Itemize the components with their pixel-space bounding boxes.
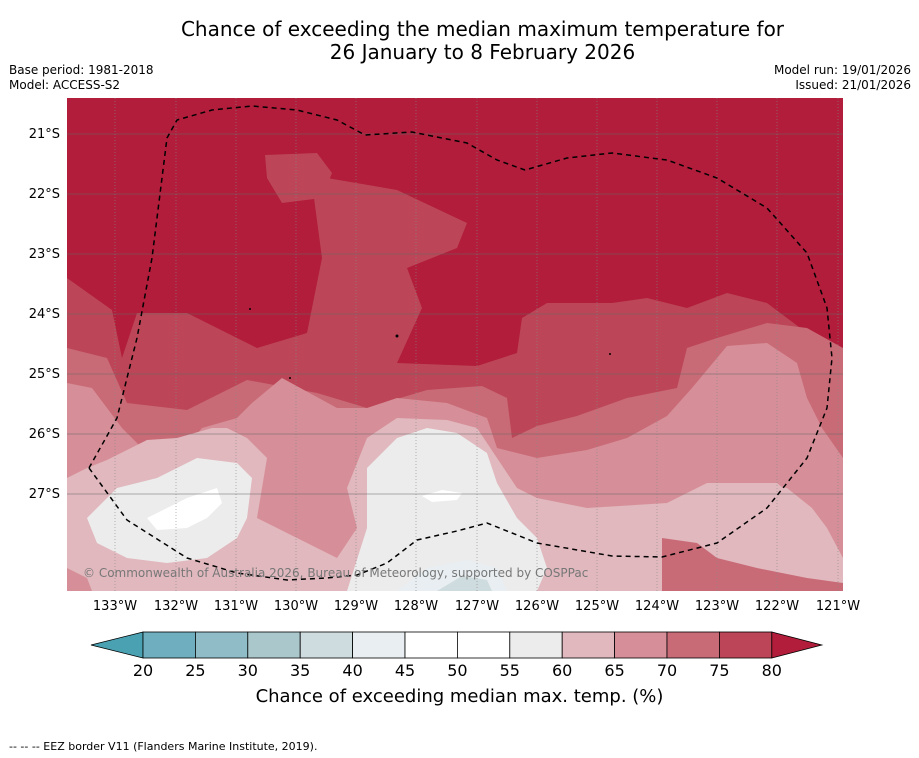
title-line-2: 26 January to 8 February 2026 xyxy=(329,40,636,64)
band-55-60-center xyxy=(347,428,547,591)
colorbar-tick-label: 35 xyxy=(290,661,311,680)
colorbar-segment xyxy=(614,631,668,659)
island-marker xyxy=(289,377,291,379)
colorbar-segment xyxy=(404,631,458,659)
eez-border xyxy=(88,105,833,581)
colorbar-tick-label: 80 xyxy=(761,661,782,680)
lat-label: 24°S xyxy=(28,307,60,322)
colorbar-tick-label: 55 xyxy=(499,661,520,680)
band-60-65-east xyxy=(707,483,822,558)
lon-label: 129°W xyxy=(333,599,379,614)
lon-label: 124°W xyxy=(634,599,680,614)
colorbar-segment xyxy=(352,631,406,659)
lat-label: 26°S xyxy=(28,427,60,442)
colorbar-segment xyxy=(666,631,720,659)
copyright-credit: © Commonwealth of Australia 2026, Bureau… xyxy=(83,566,589,580)
lat-label: 27°S xyxy=(28,487,60,502)
graticule xyxy=(114,98,839,591)
lon-label: 122°W xyxy=(754,599,800,614)
band-40-45 xyxy=(437,576,492,591)
lon-label: 125°W xyxy=(574,599,620,614)
lon-label: 126°W xyxy=(514,599,560,614)
colorbar-tick-label: 40 xyxy=(342,661,363,680)
meta-right: Model run: 19/01/2026 Issued: 21/01/2026 xyxy=(774,63,911,93)
lon-label: 130°W xyxy=(273,599,319,614)
colorbar-segment xyxy=(195,631,249,659)
map-panel[interactable]: © Commonwealth of Australia 2026, Bureau… xyxy=(67,98,843,591)
colorbar-tick-label: 50 xyxy=(447,661,468,680)
base-period: Base period: 1981-2018 xyxy=(9,63,154,77)
colorbar-extend-low xyxy=(90,631,144,659)
title-line-1: Chance of exceeding the median maximum t… xyxy=(180,17,785,41)
island-marker xyxy=(609,353,611,355)
band-se-corner xyxy=(662,538,843,591)
band-50-55-center xyxy=(422,490,462,502)
model-run: Model run: 19/01/2026 xyxy=(773,63,911,77)
colorbar xyxy=(90,631,824,659)
eez-legend-note: -- -- -- EEZ border V11 (Flanders Marine… xyxy=(9,740,318,753)
colorbar-tick-label: 75 xyxy=(709,661,730,680)
colorbar-segment xyxy=(509,631,563,659)
lon-label: 133°W xyxy=(92,599,138,614)
probability-contour-map xyxy=(67,98,843,591)
latitude-lines xyxy=(67,133,843,495)
colorbar-label: Chance of exceeding median max. temp. (%… xyxy=(255,686,664,707)
colorbar-tick-label: 45 xyxy=(394,661,416,680)
lat-label: 25°S xyxy=(28,367,60,382)
map-title: Chance of exceeding the median maximum t… xyxy=(0,18,919,64)
lon-label: 127°W xyxy=(454,599,500,614)
band-50-55 xyxy=(147,488,222,530)
island-marker xyxy=(395,334,399,338)
lon-label: 128°W xyxy=(393,599,439,614)
colorbar-tick-label: 60 xyxy=(552,661,573,680)
colorbar-segment xyxy=(719,631,773,659)
band-sw-corner xyxy=(67,568,92,591)
lat-label: 21°S xyxy=(28,127,60,142)
lon-label: 132°W xyxy=(153,599,199,614)
lat-label: 23°S xyxy=(28,247,60,262)
colorbar-tick-label: 25 xyxy=(185,661,206,680)
colorbar-extend-high xyxy=(771,631,824,659)
colorbar-tick-label: 30 xyxy=(237,661,258,680)
colorbar-segment xyxy=(299,631,353,659)
colorbar-segment xyxy=(561,631,616,659)
lat-label: 22°S xyxy=(28,187,60,202)
colorbar-segment xyxy=(456,631,511,659)
colorbar-tick-label: 20 xyxy=(132,661,154,680)
colorbar-segment xyxy=(142,631,196,659)
colorbar-segment xyxy=(247,631,301,659)
issued-date: Issued: 21/01/2026 xyxy=(795,78,911,92)
lon-label: 121°W xyxy=(815,599,861,614)
lon-label: 123°W xyxy=(694,599,740,614)
island-marker xyxy=(249,308,251,310)
model-name: Model: ACCESS-S2 xyxy=(9,78,121,92)
lon-label: 131°W xyxy=(213,599,259,614)
meta-left: Base period: 1981-2018 Model: ACCESS-S2 xyxy=(9,63,154,93)
colorbar-tick-label: 70 xyxy=(656,661,678,680)
colorbar-tick-label: 65 xyxy=(604,661,625,680)
band-75-80-patch xyxy=(265,153,332,203)
